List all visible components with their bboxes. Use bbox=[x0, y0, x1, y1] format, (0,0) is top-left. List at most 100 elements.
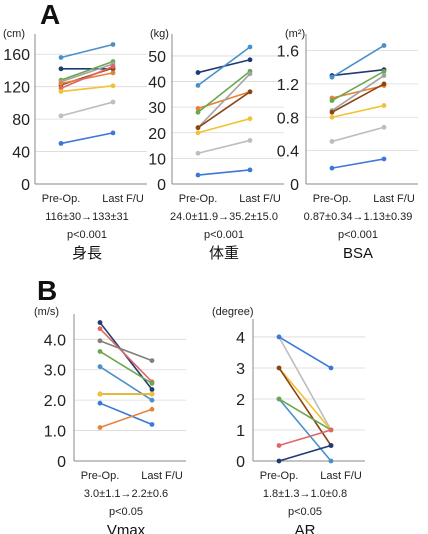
data-point-pre bbox=[329, 74, 335, 80]
y-tick-label: 1.0 bbox=[44, 424, 66, 441]
series-line bbox=[60, 43, 114, 59]
series-line bbox=[278, 336, 332, 431]
data-point-pre bbox=[97, 320, 103, 325]
data-point-pre bbox=[97, 400, 103, 406]
series-line bbox=[331, 74, 385, 112]
data-point-post bbox=[381, 43, 387, 48]
data-point-pre bbox=[195, 125, 201, 131]
data-point-pre bbox=[58, 89, 64, 94]
series-line bbox=[197, 46, 251, 87]
x-category-label: Last F/U bbox=[141, 470, 183, 482]
data-point-post bbox=[247, 138, 253, 143]
data-point-pre bbox=[276, 365, 282, 371]
p-value-label: p<0.001 bbox=[204, 229, 244, 241]
chart-3: 0 1.0 2.0 3.0 4.0 (m/s) Pre-Op. Last F/U 3.0±1.1… bbox=[34, 306, 186, 534]
data-point-pre bbox=[276, 334, 282, 340]
data-point-post bbox=[381, 81, 387, 87]
data-point-post bbox=[110, 83, 116, 89]
series-line bbox=[331, 44, 385, 78]
y-tick-label: 0.8 bbox=[277, 110, 299, 127]
data-point-pre bbox=[97, 425, 103, 430]
data-point-pre bbox=[58, 66, 64, 72]
y-tick-label: 50 bbox=[148, 49, 166, 66]
stat-label: 116±30→133±31 bbox=[45, 211, 128, 223]
series-line bbox=[197, 73, 251, 129]
data-point-post bbox=[247, 57, 253, 63]
series-line bbox=[60, 132, 114, 145]
chart-1: 0 10 20 30 40 50 (kg) Pre-Op. Last F/U 24.0±11.9→… bbox=[148, 28, 284, 262]
data-point-pre bbox=[329, 114, 335, 120]
series-line bbox=[278, 398, 332, 462]
y-tick-label: 2.0 bbox=[44, 393, 66, 410]
x-category-label: Last F/U bbox=[320, 470, 362, 482]
stat-label: 3.0±1.1→2.2±0.6 bbox=[84, 488, 168, 500]
series-line bbox=[60, 65, 114, 90]
y-tick-label: 4.0 bbox=[44, 332, 66, 349]
data-point-post bbox=[328, 427, 334, 433]
y-tick-label: 40 bbox=[12, 145, 30, 162]
series-line bbox=[99, 366, 153, 401]
panel-letter-b: B bbox=[37, 275, 57, 306]
data-point-post bbox=[110, 63, 116, 69]
x-category-label: Pre-Op. bbox=[81, 470, 120, 482]
x-category-label: Pre-Op. bbox=[260, 470, 299, 482]
x-category-label: Pre-Op. bbox=[179, 193, 218, 205]
series-line bbox=[99, 402, 153, 426]
y-tick-label: 0 bbox=[290, 177, 299, 194]
y-tick-label: 1 bbox=[236, 423, 245, 440]
stat-label: 1.8±1.3→1.0±0.8 bbox=[263, 488, 347, 500]
series-line bbox=[331, 104, 385, 119]
data-point-pre bbox=[195, 106, 201, 111]
data-point-pre bbox=[195, 109, 201, 115]
data-point-pre bbox=[195, 150, 201, 156]
y-tick-label: 40 bbox=[148, 75, 166, 92]
chart-4: 0 1 2 3 4 (degree) Pre-Op. Last F/U 1.8±1.3→1.0±… bbox=[212, 306, 365, 534]
data-point-pre bbox=[329, 139, 335, 144]
x-category-label: Last F/U bbox=[239, 193, 281, 205]
x-category-label: Last F/U bbox=[373, 193, 415, 205]
series-line bbox=[60, 63, 114, 83]
data-point-post bbox=[381, 68, 387, 74]
y-tick-label: 0 bbox=[157, 177, 166, 194]
data-point-post bbox=[149, 422, 155, 427]
x-category-label: Last F/U bbox=[102, 193, 144, 205]
series-line bbox=[99, 340, 153, 362]
chart-title: Vmax bbox=[107, 522, 146, 534]
data-point-post bbox=[328, 365, 334, 371]
data-point-pre bbox=[329, 98, 335, 103]
series-line bbox=[99, 350, 153, 385]
y-tick-label: 0 bbox=[236, 454, 245, 471]
data-point-post bbox=[149, 387, 155, 392]
data-point-pre bbox=[97, 326, 103, 332]
series-line bbox=[278, 367, 332, 431]
chart-title: AR bbox=[295, 522, 316, 534]
data-point-pre bbox=[58, 141, 64, 146]
data-point-pre bbox=[195, 82, 201, 88]
chart-title: BSA bbox=[343, 245, 373, 262]
p-value-label: p<0.001 bbox=[67, 229, 107, 241]
y-tick-label: 120 bbox=[3, 80, 30, 97]
data-point-pre bbox=[58, 55, 64, 60]
y-tick-label: 160 bbox=[3, 47, 30, 64]
unit-label: (m/s) bbox=[34, 306, 59, 318]
y-tick-label: 0 bbox=[57, 454, 66, 471]
data-point-post bbox=[381, 156, 387, 162]
data-point-post bbox=[247, 71, 253, 77]
y-tick-label: 10 bbox=[148, 151, 166, 168]
data-point-pre bbox=[329, 165, 335, 171]
data-point-post bbox=[110, 130, 116, 136]
data-point-post bbox=[247, 116, 253, 122]
data-point-post bbox=[149, 381, 155, 386]
unit-label: (degree) bbox=[212, 306, 254, 318]
data-point-post bbox=[381, 103, 387, 108]
data-point-post bbox=[149, 406, 155, 412]
data-point-pre bbox=[58, 81, 64, 86]
unit-label: (cm) bbox=[3, 28, 25, 40]
data-point-post bbox=[110, 42, 116, 47]
series-line bbox=[331, 126, 385, 143]
data-point-pre bbox=[276, 443, 282, 448]
series-line bbox=[278, 367, 332, 446]
series-line bbox=[60, 60, 114, 81]
data-point-pre bbox=[97, 391, 103, 397]
y-tick-label: 4 bbox=[236, 330, 245, 347]
